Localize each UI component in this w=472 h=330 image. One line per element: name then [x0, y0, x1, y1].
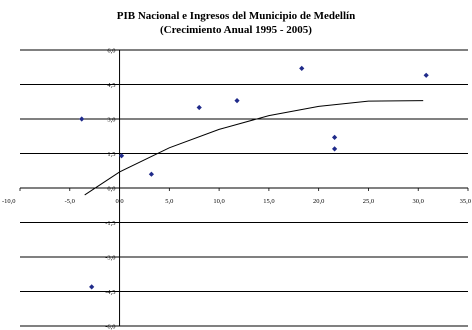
data-point	[331, 134, 338, 140]
data-point	[196, 104, 202, 111]
chart-subtitle: (Crecimiento Anual 1995 - 2005)	[160, 24, 312, 36]
y-tick-label: 1,5	[107, 151, 115, 158]
data-point	[79, 116, 85, 122]
chart-title-block: PIB Nacional e Ingresos del Municipio de…	[0, 9, 472, 37]
y-tick-label: 0,0	[107, 186, 115, 193]
chart-title: PIB Nacional e Ingresos del Municipio de…	[116, 10, 356, 22]
data-point	[299, 65, 305, 71]
y-tick-label: -4,5	[105, 289, 115, 296]
gridlines	[20, 49, 468, 327]
y-tick-label: -3,0	[105, 255, 115, 262]
y-tick-label: -6,0	[105, 324, 115, 330]
x-tick-label: 15,0	[263, 198, 274, 205]
tick-labels: 6,0 4,5 3,0 1,5 0,0 -1,5 -3,0 -4,5 -6,0 -10,0 -5,0…	[2, 48, 471, 330]
y-tick-label: 3,0	[107, 117, 115, 124]
trendline	[84, 100, 424, 196]
x-tick-label: 20,0	[313, 198, 324, 205]
data-point	[89, 284, 95, 290]
x-tick-label: -10,0	[2, 198, 16, 205]
x-tick-label: 5,0	[165, 198, 173, 205]
x-tick-label: 35,0	[460, 198, 471, 205]
axes	[19, 49, 469, 327]
x-tick-label: -5,0	[65, 198, 75, 205]
y-tick-label: -1,5	[105, 220, 115, 227]
x-tick-label: 10,0	[213, 198, 224, 205]
data-point	[331, 146, 338, 152]
data-points	[79, 65, 429, 290]
x-tick-label: 0,0	[115, 198, 123, 205]
data-point	[423, 72, 429, 78]
y-tick-label: 6,0	[107, 48, 115, 55]
x-tick-label: 25,0	[363, 198, 374, 205]
data-point	[234, 98, 240, 104]
trendline-layer	[84, 100, 424, 196]
data-point	[148, 171, 155, 177]
data-point	[118, 153, 125, 159]
x-tick-label: 30,0	[413, 198, 424, 205]
y-tick-label: 4,5	[107, 82, 115, 89]
